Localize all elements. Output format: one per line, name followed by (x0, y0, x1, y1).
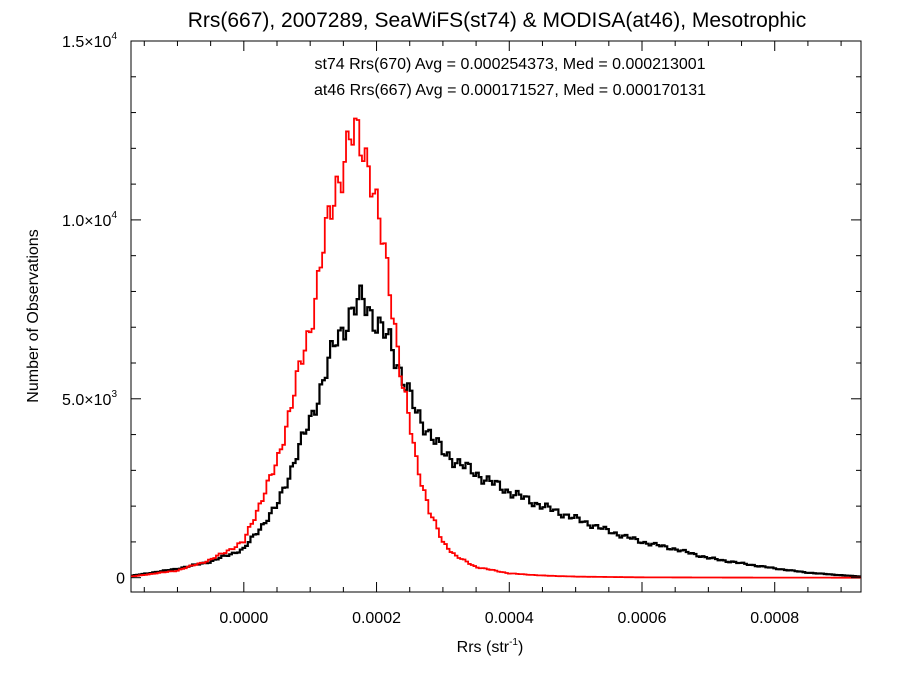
annotation-st74: st74 Rrs(670) Avg = 0.000254373, Med = 0… (314, 56, 705, 73)
chart-title: Rrs(667), 2007289, SeaWiFS(st74) & MODIS… (188, 9, 807, 32)
x-axis-label-close: ) (518, 639, 523, 656)
y-axis-label: Number of Observations (25, 229, 42, 402)
annotation-at46: at46 Rrs(667) Avg = 0.000171527, Med = 0… (314, 82, 706, 99)
x-axis-label-main: Rrs (str (457, 639, 510, 656)
x-tick-label: 0.0002 (352, 610, 401, 627)
series-line-st74 (131, 284, 861, 578)
x-axis: 0.0000 0.0002 0.0004 0.0006 0.0008 (143, 41, 842, 627)
series-line-at46 (131, 117, 861, 579)
x-tick-label: 0.0008 (750, 610, 799, 627)
y-tick-label: 0 (116, 571, 125, 588)
data-layer (131, 117, 861, 579)
x-tick-label: 0.0000 (219, 610, 268, 627)
y-tick-label: 1.5×104 (62, 31, 117, 51)
x-tick-label: 0.0004 (485, 610, 534, 627)
x-axis-label: Rrs (str-1) (457, 637, 524, 656)
y-tick-label: 1.0×104 (62, 210, 117, 230)
x-tick-label: 0.0006 (618, 610, 667, 627)
plot-frame (130, 40, 862, 593)
x-axis-label-sup: -1 (509, 637, 518, 648)
y-tick-label: 5.0×103 (62, 389, 117, 409)
y-axis: 0 5.0×103 1.0×104 1.5×104 (62, 31, 861, 588)
